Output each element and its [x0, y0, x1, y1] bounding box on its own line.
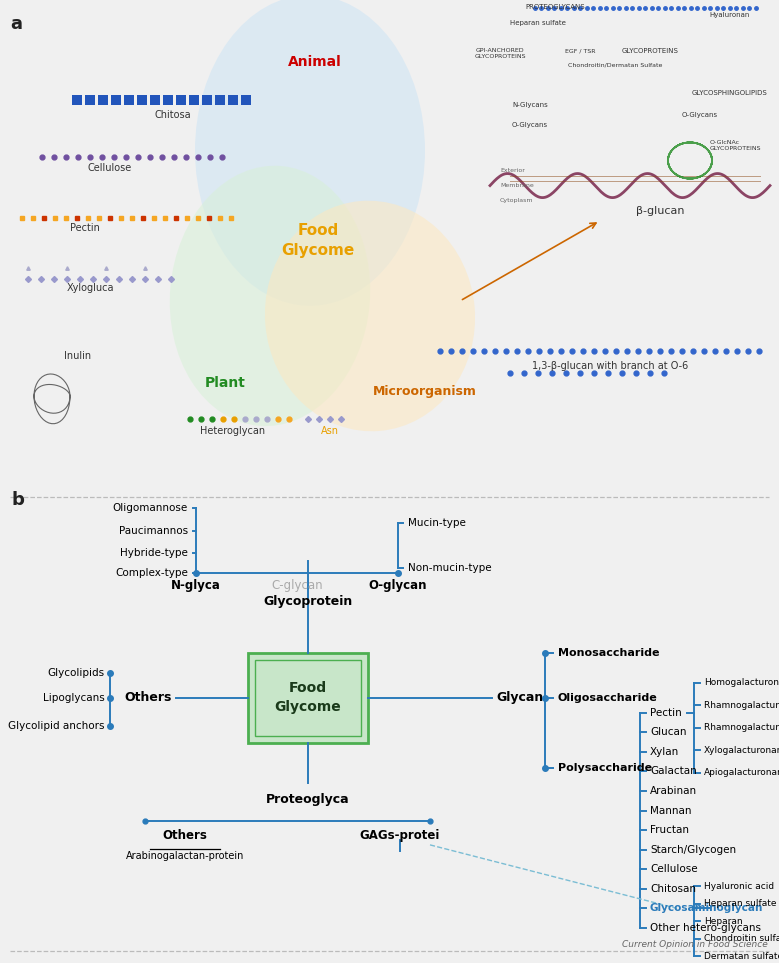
Text: Heteroglycan: Heteroglycan — [200, 427, 266, 436]
Text: Starch/Glycogen: Starch/Glycogen — [650, 845, 736, 855]
Bar — [111, 95, 121, 105]
Text: Rhamnogalacturonan II: Rhamnogalacturonan II — [704, 723, 779, 732]
Bar — [176, 95, 186, 105]
Text: Xylogluca: Xylogluca — [66, 283, 114, 293]
Text: Proteoglyca: Proteoglyca — [266, 793, 350, 806]
Bar — [215, 95, 225, 105]
Text: GLYCOSPHINGOLIPIDS: GLYCOSPHINGOLIPIDS — [692, 91, 768, 96]
Text: Lipoglycans: Lipoglycans — [44, 692, 105, 703]
Text: a: a — [10, 15, 22, 33]
Text: GPI-ANCHORED
GLYCOPROTEINS: GPI-ANCHORED GLYCOPROTEINS — [474, 48, 526, 59]
Bar — [72, 95, 82, 105]
Text: Microorganism: Microorganism — [373, 385, 477, 398]
Bar — [228, 95, 238, 105]
Text: Mannan: Mannan — [650, 806, 692, 816]
Text: Fructan: Fructan — [650, 825, 689, 835]
Text: EGF / TSR: EGF / TSR — [565, 48, 595, 53]
Text: Chitosan: Chitosan — [650, 884, 696, 894]
Text: Rhamnogalacturonan I: Rhamnogalacturonan I — [704, 701, 779, 710]
Bar — [85, 95, 95, 105]
Bar — [124, 95, 134, 105]
Text: Current Opinion in Food Science: Current Opinion in Food Science — [622, 940, 768, 949]
Text: Arabinogalactan-protein: Arabinogalactan-protein — [126, 851, 244, 861]
Text: Xylan: Xylan — [650, 747, 679, 757]
Text: O-glycan: O-glycan — [368, 579, 427, 591]
Ellipse shape — [170, 166, 370, 426]
Text: Glycosaminoglycan: Glycosaminoglycan — [650, 903, 763, 913]
Text: Glycan: Glycan — [496, 691, 543, 704]
Text: O-Glycans: O-Glycans — [512, 122, 548, 128]
Text: Exterior: Exterior — [500, 168, 525, 173]
Bar — [202, 95, 212, 105]
Text: Chondroitin sulfate: Chondroitin sulfate — [704, 934, 779, 944]
Text: Plant: Plant — [205, 377, 245, 390]
Bar — [98, 95, 108, 105]
Text: Others: Others — [163, 829, 207, 842]
Text: Heparan sulfate: Heparan sulfate — [704, 899, 777, 908]
Text: Dermatan sulfate: Dermatan sulfate — [704, 952, 779, 961]
Text: N-Glycans: N-Glycans — [512, 102, 548, 108]
Text: Oligomannose: Oligomannose — [113, 503, 188, 512]
Bar — [241, 95, 251, 105]
Text: Glycolipid anchors: Glycolipid anchors — [9, 720, 105, 731]
Text: Hybride-type: Hybride-type — [120, 548, 188, 558]
Bar — [150, 95, 160, 105]
Text: Glycolipids: Glycolipids — [48, 667, 105, 678]
Text: Complex-type: Complex-type — [115, 567, 188, 578]
Text: Paucimannos: Paucimannos — [119, 526, 188, 535]
Text: Cellulose: Cellulose — [88, 163, 132, 172]
FancyBboxPatch shape — [248, 653, 368, 742]
Text: Chondroitin/Dermatan Sulfate: Chondroitin/Dermatan Sulfate — [568, 63, 662, 67]
Text: GAGs-protei: GAGs-protei — [360, 829, 440, 842]
Text: Mucin-type: Mucin-type — [408, 517, 466, 528]
Text: Apiogalacturonan: Apiogalacturonan — [704, 768, 779, 777]
Text: N-glyca: N-glyca — [171, 579, 221, 591]
Text: Monosaccharide: Monosaccharide — [558, 648, 660, 658]
Text: O-Glycans: O-Glycans — [682, 113, 718, 118]
Text: Asn: Asn — [321, 427, 339, 436]
Text: Heparan: Heparan — [704, 917, 742, 925]
Text: Animal: Animal — [288, 55, 342, 69]
Text: Glycoprotein: Glycoprotein — [263, 594, 353, 608]
Bar — [163, 95, 173, 105]
Text: Polysaccharide: Polysaccharide — [558, 763, 652, 772]
Text: Xylogalacturonan: Xylogalacturonan — [704, 745, 779, 755]
Text: Glucan: Glucan — [650, 727, 686, 738]
Text: Membrane: Membrane — [500, 183, 534, 188]
Text: Pectin: Pectin — [70, 222, 100, 233]
Text: Heparan sulfate: Heparan sulfate — [510, 20, 566, 26]
Text: Cytoplasm: Cytoplasm — [500, 198, 534, 203]
Text: PROTEOGLYCANS: PROTEOGLYCANS — [525, 4, 585, 10]
Text: 1,3-β-glucan with branch at O-6: 1,3-β-glucan with branch at O-6 — [532, 361, 688, 371]
Bar — [137, 95, 147, 105]
Text: Homogalacturonan: Homogalacturonan — [704, 678, 779, 688]
Text: Non-mucin-type: Non-mucin-type — [408, 562, 492, 573]
Text: Chitosa: Chitosa — [155, 111, 192, 120]
Text: Pectin: Pectin — [650, 708, 682, 717]
Text: β-glucan: β-glucan — [636, 206, 684, 216]
Text: O-GlcNAc
GLYCOPROTEINS: O-GlcNAc GLYCOPROTEINS — [710, 140, 762, 151]
Text: Galactan: Galactan — [650, 767, 696, 776]
Text: Other hetero-glycans: Other hetero-glycans — [650, 923, 761, 933]
Text: Inulin: Inulin — [65, 351, 92, 361]
Text: Hyaluronic acid: Hyaluronic acid — [704, 882, 774, 891]
Text: b: b — [12, 490, 25, 508]
Text: Oligosaccharide: Oligosaccharide — [558, 692, 657, 703]
Ellipse shape — [265, 200, 475, 431]
Text: Arabinan: Arabinan — [650, 786, 697, 796]
Text: Food
Glycome: Food Glycome — [275, 681, 341, 715]
Text: Others: Others — [125, 691, 172, 704]
Bar — [189, 95, 199, 105]
Text: Hyaluronan: Hyaluronan — [710, 12, 750, 18]
Text: Food
Glycome: Food Glycome — [281, 223, 354, 258]
Text: GLYCOPROTEINS: GLYCOPROTEINS — [622, 48, 679, 54]
Ellipse shape — [195, 0, 425, 306]
Text: C-glycan: C-glycan — [271, 579, 323, 591]
Text: Cellulose: Cellulose — [650, 864, 698, 874]
